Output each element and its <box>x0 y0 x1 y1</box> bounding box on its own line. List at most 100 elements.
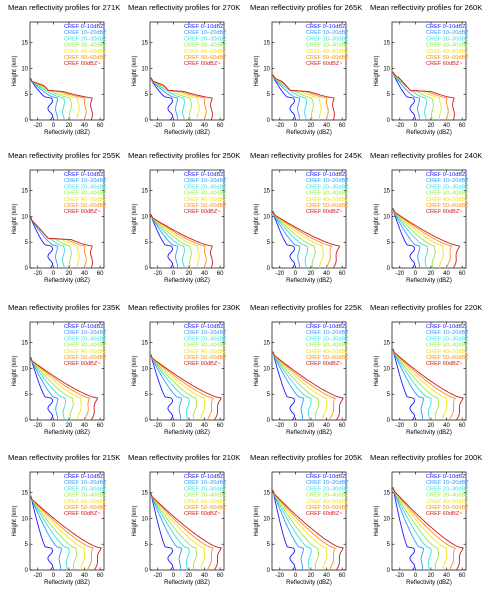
y-tick-label: 10 <box>141 516 148 522</box>
y-tick-label: 0 <box>25 118 29 124</box>
series-line-0 <box>150 77 174 120</box>
x-tick-label: 60 <box>97 123 104 129</box>
series-line-6 <box>150 354 222 420</box>
legend-entry: CREF 50–60dBZ <box>184 505 227 511</box>
x-tick-label: 40 <box>81 271 88 277</box>
series-line-3 <box>150 77 192 120</box>
series-line-3 <box>272 489 320 570</box>
y-tick-label: 15 <box>383 491 390 497</box>
x-tick-label: -20 <box>153 423 162 429</box>
x-tick-label: 20 <box>186 271 193 277</box>
legend-entry: CREF 60dBZ~ <box>306 61 343 67</box>
legend-entry: CREF 20–30dBZ <box>184 486 227 492</box>
legend-entry: CREF 0–10dBZ <box>306 172 346 178</box>
y-axis-label: Height (km) <box>254 505 260 536</box>
y-axis-label: Height (km) <box>254 55 260 86</box>
legend-entry: CREF 0–10dBZ <box>306 24 346 30</box>
y-tick-label: 5 <box>267 392 271 398</box>
legend-entry: CREF 60dBZ~ <box>184 209 221 215</box>
y-tick-label: 0 <box>25 418 29 424</box>
legend-entry: CREF 10–20dBZ <box>426 30 469 36</box>
x-axis-label: Reflectivity (dBZ) <box>164 130 210 136</box>
series-line-5 <box>30 495 94 570</box>
x-tick-label: 20 <box>428 123 435 129</box>
y-tick-label: 10 <box>21 214 28 220</box>
series-line-1 <box>150 354 182 420</box>
series-line-3 <box>150 213 192 268</box>
x-tick-label: 0 <box>172 573 176 579</box>
series-line-1 <box>392 71 420 120</box>
y-axis-label: Height (km) <box>132 55 138 86</box>
plot-frame <box>391 169 467 269</box>
x-tick-label: 60 <box>339 271 346 277</box>
x-tick-label: 60 <box>97 423 104 429</box>
x-tick-label: 60 <box>217 573 224 579</box>
series-line-2 <box>272 351 312 420</box>
x-tick-label: 40 <box>443 423 450 429</box>
legend-entry: CREF 10–20dBZ <box>64 30 107 36</box>
x-tick-label: 40 <box>443 123 450 129</box>
x-tick-label: 40 <box>323 423 330 429</box>
y-tick-label: 0 <box>267 266 271 272</box>
legend-entry: CREF 60dBZ~ <box>306 511 343 517</box>
series-line-3 <box>30 216 72 268</box>
y-tick-label: 10 <box>263 366 270 372</box>
x-tick-label: 40 <box>443 573 450 579</box>
x-axis-label: Reflectivity (dBZ) <box>286 278 332 284</box>
x-tick-label: 60 <box>97 271 104 277</box>
series-line-6 <box>150 77 213 120</box>
series-line-4 <box>272 211 324 268</box>
legend-entry: CREF 50–60dBZ <box>426 505 469 511</box>
x-tick-label: 0 <box>52 123 56 129</box>
y-tick-label: 15 <box>21 341 28 347</box>
y-tick-label: 5 <box>25 92 29 98</box>
legend-entry: CREF 0–10dBZ <box>184 324 224 330</box>
legend-entry: CREF 10–20dBZ <box>306 330 349 336</box>
legend-entry: CREF 10–20dBZ <box>184 30 227 36</box>
x-tick-label: 60 <box>97 573 104 579</box>
x-axis-label: Reflectivity (dBZ) <box>44 430 90 436</box>
series-line-0 <box>150 213 174 268</box>
series-line-5 <box>272 351 336 420</box>
x-tick-label: 20 <box>186 573 193 579</box>
legend-entry: CREF 10–20dBZ <box>64 480 107 486</box>
legend-entry: CREF 0–10dBZ <box>306 474 346 480</box>
series-line-1 <box>392 487 424 570</box>
panel-210k: Mean reflectivity profiles for 210K -20 0 2… <box>128 453 240 586</box>
x-tick-label: 0 <box>52 423 56 429</box>
y-tick-label: 5 <box>267 92 271 98</box>
series-line-4 <box>150 213 200 268</box>
plot-frame <box>271 321 347 421</box>
x-tick-label: 0 <box>52 271 56 277</box>
x-tick-label: -20 <box>33 573 42 579</box>
panel-title: Mean reflectivity profiles for 250K <box>128 151 240 160</box>
legend-entry: CREF 60dBZ~ <box>306 209 343 215</box>
legend-entry: CREF 30–40dBZ <box>184 493 227 499</box>
x-tick-label: -20 <box>275 423 284 429</box>
legend-entry: CREF 30–40dBZ <box>64 343 107 349</box>
legend-entry: CREF 40–50dBZ <box>64 349 107 355</box>
y-tick-label: 10 <box>21 516 28 522</box>
legend-entry: CREF 60dBZ~ <box>306 361 343 367</box>
legend-entry: CREF 20–30dBZ <box>306 486 349 492</box>
series-line-2 <box>392 487 432 570</box>
x-tick-label: 20 <box>308 271 315 277</box>
series-line-5 <box>150 213 207 268</box>
y-tick-label: 15 <box>263 341 270 347</box>
x-tick-label: 20 <box>186 123 193 129</box>
y-tick-label: 10 <box>21 66 28 72</box>
series-line-4 <box>392 208 444 268</box>
x-tick-label: -20 <box>153 123 162 129</box>
legend-entry: CREF 20–30dBZ <box>184 336 227 342</box>
y-tick-label: 0 <box>387 118 391 124</box>
series-line-3 <box>30 357 74 420</box>
legend-entry: CREF 30–40dBZ <box>184 191 227 197</box>
legend-entry: CREF 0–10dBZ <box>64 172 104 178</box>
legend-entry: CREF 40–50dBZ <box>184 197 227 203</box>
panel-270k: Mean reflectivity profiles for 270K -20 0 2… <box>128 3 240 136</box>
legend-entry: CREF 0–10dBZ <box>426 324 466 330</box>
series-line-4 <box>30 495 86 570</box>
plot-frame <box>149 321 225 421</box>
legend-entry: CREF 0–10dBZ <box>64 324 104 330</box>
